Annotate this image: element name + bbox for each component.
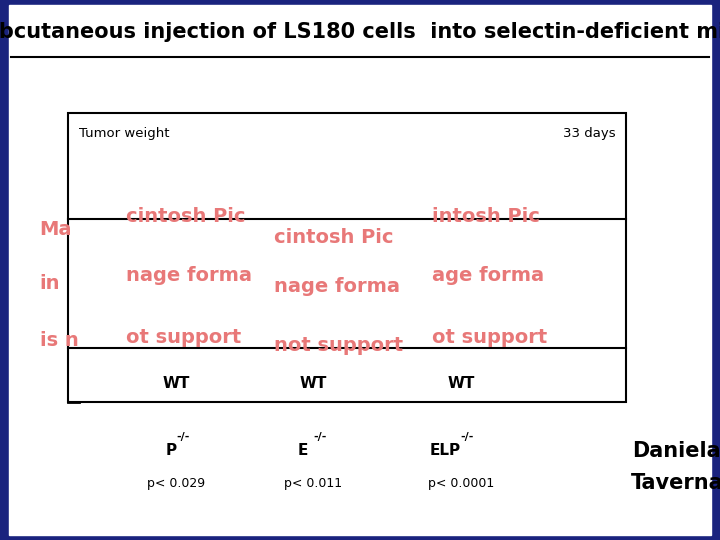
Text: Daniela: Daniela <box>632 441 720 461</box>
Text: age forma: age forma <box>432 266 544 285</box>
Text: -/-: -/- <box>176 433 190 442</box>
Text: Ma: Ma <box>40 220 72 239</box>
Text: P: P <box>166 443 176 458</box>
Text: E: E <box>297 443 313 458</box>
Text: Tumor weight: Tumor weight <box>79 127 170 140</box>
Text: nage forma: nage forma <box>274 276 400 296</box>
Text: 33 days: 33 days <box>563 127 616 140</box>
Text: is n: is n <box>40 330 78 350</box>
Text: ELP: ELP <box>430 443 461 458</box>
Text: Subcutaneous injection of LS180 cells  into selectin-deficient mice: Subcutaneous injection of LS180 cells in… <box>0 22 720 42</box>
Bar <box>68 113 626 402</box>
Text: ot support: ot support <box>432 328 547 347</box>
Text: cintosh Pic: cintosh Pic <box>126 206 246 226</box>
Text: in: in <box>40 274 60 293</box>
Text: ot support: ot support <box>126 328 241 347</box>
Text: p< 0.029: p< 0.029 <box>148 477 205 490</box>
Text: -/-: -/- <box>313 433 327 442</box>
Text: WT: WT <box>447 376 474 391</box>
Text: intosh Pic: intosh Pic <box>432 206 540 226</box>
Text: not support: not support <box>274 336 402 355</box>
Text: p< 0.011: p< 0.011 <box>284 477 342 490</box>
Text: Taverna: Taverna <box>631 473 720 494</box>
Text: nage forma: nage forma <box>126 266 252 285</box>
Text: WT: WT <box>163 376 190 391</box>
Text: p< 0.0001: p< 0.0001 <box>428 477 494 490</box>
Text: WT: WT <box>300 376 327 391</box>
Text: cintosh Pic: cintosh Pic <box>274 228 393 247</box>
Text: -/-: -/- <box>461 433 474 442</box>
